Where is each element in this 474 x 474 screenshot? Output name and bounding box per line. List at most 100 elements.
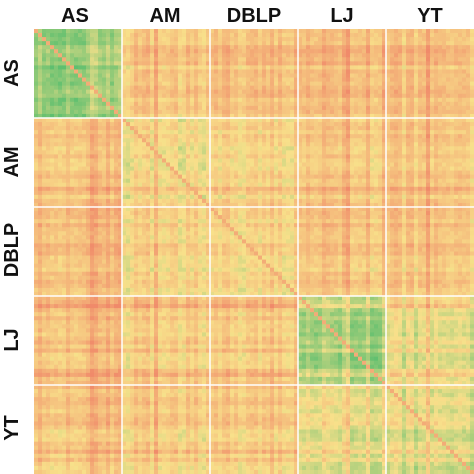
heatmap-cell (306, 130, 311, 135)
heatmap-cell (390, 170, 395, 176)
heatmap-cell (54, 186, 59, 192)
heatmap-cell (98, 118, 103, 123)
heatmap-cell (326, 61, 331, 66)
heatmap-cell (362, 85, 367, 91)
heatmap-cell (134, 105, 139, 111)
heatmap-cell (430, 190, 435, 196)
heatmap-cell (322, 77, 327, 82)
heatmap-cell (294, 69, 299, 74)
heatmap-cell (442, 29, 447, 34)
heatmap-cell (266, 53, 271, 58)
heatmap-cell (298, 202, 303, 208)
heatmap-cell (118, 101, 123, 107)
heatmap-cell (250, 182, 255, 188)
heatmap-cell (262, 190, 267, 196)
heatmap-cell (54, 69, 59, 74)
heatmap-cell (222, 61, 227, 66)
heatmap-cell (278, 85, 283, 91)
heatmap-cell (78, 166, 83, 171)
heatmap-cell (294, 105, 299, 111)
heatmap-cell (382, 154, 387, 159)
heatmap-cell (178, 97, 183, 103)
heatmap-cell (414, 85, 419, 91)
heatmap-cell (90, 207, 95, 212)
heatmap-cell (322, 138, 327, 143)
heatmap-cell (234, 178, 239, 184)
heatmap-cell (346, 130, 351, 135)
heatmap-cell (438, 138, 443, 143)
heatmap-cell (74, 37, 79, 42)
heatmap-cell (86, 37, 91, 42)
heatmap-cell (118, 41, 123, 46)
heatmap-cell (286, 53, 291, 58)
heatmap-cell (278, 178, 283, 184)
heatmap-cell (194, 186, 199, 192)
heatmap-cell (374, 45, 379, 50)
heatmap-cell (106, 194, 111, 200)
heatmap-cell (378, 101, 383, 107)
heatmap-cell (394, 186, 399, 192)
heatmap-cell (98, 194, 103, 200)
heatmap-cell (74, 61, 79, 66)
heatmap-cell (38, 194, 43, 200)
heatmap-cell (82, 170, 87, 176)
heatmap-cell (238, 138, 243, 143)
heatmap-cell (94, 174, 99, 180)
heatmap-cell (110, 170, 115, 176)
heatmap-cell (118, 194, 123, 200)
heatmap-cell (458, 73, 463, 78)
heatmap-cell (130, 162, 135, 167)
heatmap-cell (442, 126, 447, 131)
heatmap-cell (206, 118, 211, 123)
heatmap-cell (402, 130, 407, 135)
heatmap-cell (446, 53, 451, 58)
heatmap-cell (62, 69, 67, 74)
heatmap-cell (466, 134, 471, 139)
heatmap-cell (254, 138, 259, 143)
heatmap-cell (106, 53, 111, 58)
heatmap-cell (366, 113, 371, 119)
heatmap-cell (74, 57, 79, 62)
heatmap-cell (70, 198, 75, 204)
heatmap-cell (150, 118, 155, 123)
heatmap-cell (110, 207, 115, 212)
heatmap-cell (118, 162, 123, 167)
heatmap-cell (86, 154, 91, 159)
heatmap-cell (66, 73, 71, 78)
heatmap-cell (146, 126, 151, 131)
heatmap-cell (442, 150, 447, 155)
heatmap-cell (362, 182, 367, 188)
heatmap-cell (314, 45, 319, 50)
heatmap-cell (130, 170, 135, 176)
heatmap-cell (366, 73, 371, 78)
heatmap-cell (290, 190, 295, 196)
heatmap-cell (250, 190, 255, 196)
heatmap-cell (298, 142, 303, 147)
heatmap-cell (342, 29, 347, 34)
heatmap-cell (286, 134, 291, 139)
heatmap-cell (214, 190, 219, 196)
heatmap-cell (58, 150, 63, 155)
heatmap-cell (462, 73, 467, 78)
heatmap-cell (374, 150, 379, 155)
heatmap-cell (418, 45, 423, 50)
heatmap-cell (34, 154, 39, 159)
heatmap-cell (178, 53, 183, 58)
heatmap-cell (246, 146, 251, 151)
heatmap-cell (38, 69, 43, 74)
heatmap-cell (54, 174, 59, 180)
heatmap-cell (134, 162, 139, 167)
heatmap-cell (398, 113, 403, 119)
heatmap-cell (54, 89, 59, 95)
heatmap-cell (230, 150, 235, 155)
heatmap-cell (350, 73, 355, 78)
heatmap-cell (370, 190, 375, 196)
heatmap-cell (46, 45, 51, 50)
heatmap-cell (194, 65, 199, 70)
heatmap-cell (106, 202, 111, 208)
heatmap-cell (98, 37, 103, 42)
heatmap-cell (466, 118, 471, 123)
heatmap-cell (422, 113, 427, 119)
heatmap-cell (86, 130, 91, 135)
heatmap-cell (346, 118, 351, 123)
